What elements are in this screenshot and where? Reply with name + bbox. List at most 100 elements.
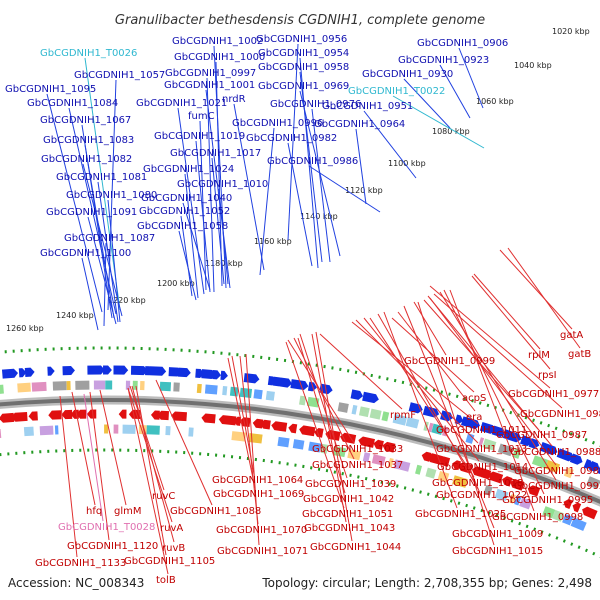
label-leader-line	[439, 64, 471, 119]
gene-label: GbCGDNIH1_1001	[164, 80, 255, 91]
label-leader-line	[391, 317, 475, 393]
gene-feature	[271, 421, 288, 432]
tick-label: 1140 kbp	[300, 212, 338, 221]
gene-feature	[105, 380, 113, 390]
label-leader-line	[233, 103, 265, 271]
gene-feature	[337, 402, 349, 413]
gene-label: GbCGDNIH1_0992	[514, 481, 600, 492]
gene-feature	[460, 416, 481, 430]
gene-label: GbCGDNIH1_0954	[258, 48, 349, 59]
gene-feature	[586, 476, 600, 490]
backbone-line	[0, 398, 600, 504]
label-leader-line	[429, 297, 557, 466]
gene-label: nrdR	[222, 94, 246, 105]
gene-feature	[277, 436, 290, 448]
gene-feature	[248, 433, 263, 444]
gene-feature	[24, 367, 35, 377]
gene-label: GbCGDNIH1_1024	[143, 164, 234, 175]
gene-feature	[387, 457, 394, 468]
label-leader-line	[239, 355, 259, 525]
gene-label: GbCGDNIH1_1105	[124, 556, 215, 567]
gene-feature	[48, 410, 62, 420]
gene-feature	[362, 452, 371, 463]
label-leader-line	[499, 249, 573, 330]
gene-feature	[253, 389, 263, 400]
gene-label: GbCGDNIH1_1080	[66, 190, 157, 201]
gene-feature	[118, 409, 127, 419]
label-leader-line	[68, 107, 117, 315]
label-leader-line	[287, 43, 299, 241]
label-leader-line	[97, 181, 119, 323]
gene-label: GbCGDNIH1_1091	[46, 207, 137, 218]
gene-label: GbCGDNIH1_1040	[141, 193, 232, 204]
label-leader-line	[82, 163, 123, 317]
label-leader-line	[383, 311, 458, 509]
label-leader-line	[205, 89, 231, 289]
gene-label: GbCGDNIH1_1009	[452, 529, 543, 540]
gene-feature	[478, 468, 492, 480]
gene-label: GbCGDNIH1_1019	[154, 131, 245, 142]
map-title: Granulibacter bethesdensis CGDNIH1, comp…	[115, 13, 485, 28]
gene-label: GbCGDNIH1_1058	[137, 221, 228, 232]
gene-feature	[542, 506, 556, 519]
label-leader-line	[287, 142, 313, 267]
label-leader-line	[89, 391, 110, 541]
gene-label: GbCGDNIH1_1033	[312, 444, 403, 455]
gene-feature	[76, 409, 87, 419]
gene-feature	[552, 509, 565, 522]
tick-label: 1160 kbp	[254, 237, 292, 246]
label-leader-line	[297, 337, 346, 494]
label-leader-line	[81, 257, 99, 331]
label-leader-line	[87, 216, 117, 325]
gene-label: GbCGDNIH1_0964	[314, 119, 405, 130]
label-lines	[46, 43, 581, 575]
gene-feature	[239, 387, 253, 398]
gene-label: rplM	[528, 350, 550, 361]
gene-feature	[582, 506, 598, 520]
gene-feature	[452, 460, 461, 471]
label-leader-line	[206, 77, 215, 293]
gene-feature	[157, 410, 169, 421]
label-leader-line	[355, 128, 367, 205]
gene-feature	[17, 382, 31, 393]
gene-feature	[527, 485, 541, 497]
gene-feature	[382, 441, 396, 453]
backbone-ring	[0, 346, 600, 559]
gene-label: GbCGDNIH1_T0022	[348, 86, 445, 97]
gene-feature	[104, 424, 109, 434]
label-leader-line	[319, 333, 403, 410]
tick-label: 1240 kbp	[56, 311, 94, 320]
label-leader-line	[403, 305, 495, 529]
label-leader-line	[135, 385, 167, 556]
gene-feature	[140, 380, 145, 391]
gene-label: GbCGDNIH1_1071	[217, 546, 308, 557]
label-leader-line	[180, 215, 193, 297]
gene-feature	[597, 466, 600, 475]
gene-feature	[425, 467, 437, 479]
gene-label: GbCGDNIH1_1043	[304, 523, 395, 534]
label-leader-line	[315, 331, 353, 542]
gene-label: era	[466, 412, 482, 423]
gene-label: rpmF	[390, 410, 416, 421]
gene-label: ruvC	[152, 491, 175, 502]
gene-label: GbCGDNIH1_1083	[43, 135, 134, 146]
gene-label: GbCGDNIH1_1052	[139, 206, 230, 217]
gene-feature	[514, 495, 522, 506]
label-leader-line	[83, 393, 104, 522]
gene-feature	[201, 369, 216, 379]
gene-feature	[299, 425, 316, 437]
gene-feature	[265, 390, 275, 401]
gene-feature	[150, 410, 160, 420]
gene-feature	[415, 464, 423, 475]
tick-label: 1200 kbp	[157, 279, 195, 288]
gene-feature	[531, 455, 549, 469]
gene-label: GbCGDNIH1_0951	[322, 101, 413, 112]
label-leader-line	[127, 387, 173, 523]
gene-label: GbCGDNIH1_1087	[64, 233, 155, 244]
gene-label: GbCGDNIH1_1000	[174, 52, 265, 63]
label-leader-line	[369, 317, 475, 478]
gene-feature	[0, 428, 2, 439]
gene-label: GbCGDNIH1_0997	[165, 68, 256, 79]
gene-label: GbCGDNIH1_1051	[302, 509, 393, 520]
